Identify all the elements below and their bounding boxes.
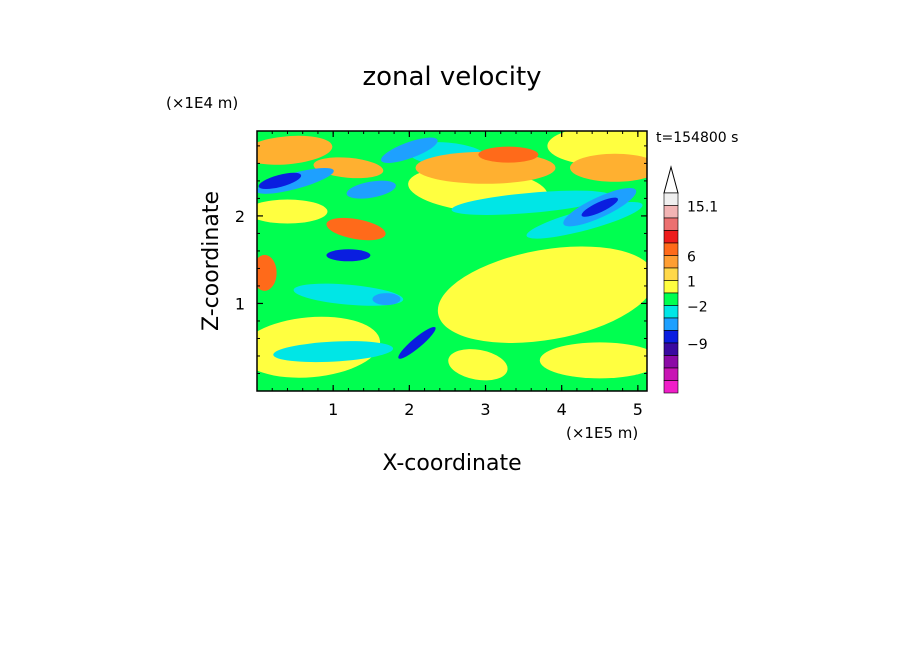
- field-patch: [257, 135, 333, 165]
- field-patch: [448, 349, 508, 381]
- x-axis: 1 2 3 4 5: [271, 131, 643, 419]
- colorbar-swatch: [663, 267, 679, 281]
- field-patch: [273, 341, 394, 363]
- time-label: t=154800 s: [656, 130, 738, 146]
- field-patch: [326, 217, 386, 241]
- field-patch: [381, 137, 438, 163]
- colorbar-label: −2: [687, 300, 708, 316]
- colorbar-label: 1: [687, 275, 696, 291]
- y-axis-title: Z-coordinate: [199, 191, 224, 331]
- plot-frame: [256, 130, 648, 392]
- field-patch: [372, 293, 401, 306]
- colorbar-swatch: [663, 342, 679, 356]
- colorbar: 15.1 6 1 −2 −9: [663, 165, 718, 394]
- colorbar-swatch: [663, 380, 679, 394]
- field-patch: [326, 249, 371, 262]
- x-tick-label: 5: [633, 400, 643, 419]
- x-tick-label: 3: [480, 400, 490, 419]
- colorbar-swatch: [663, 355, 679, 369]
- colorbar-swatch: [663, 205, 679, 219]
- colorbar-swatch: [663, 292, 679, 306]
- colorbar-label: 6: [687, 250, 696, 266]
- field-patch: [570, 153, 647, 182]
- field-patch: [398, 326, 436, 359]
- colorbar-swatch: [663, 317, 679, 331]
- y-tick-label: 2: [235, 207, 245, 226]
- colorbar-swatch: [663, 242, 679, 256]
- colorbar-swatch: [663, 367, 679, 381]
- colorbar-label: −9: [687, 337, 708, 353]
- y-unit-label: (×1E4 m): [166, 94, 238, 112]
- field-patch: [257, 254, 277, 291]
- x-tick-label: 2: [404, 400, 414, 419]
- colorbar-swatch: [663, 192, 679, 206]
- contour-field: [257, 131, 647, 391]
- field-patches: [257, 131, 647, 381]
- colorbar-swatch: [663, 255, 679, 269]
- colorbar-label: 15.1: [687, 200, 718, 216]
- field-patch: [346, 180, 396, 199]
- field-patch: [581, 197, 619, 217]
- field-patch: [478, 146, 539, 163]
- field-patch: [539, 342, 647, 379]
- x-axis-title: X-coordinate: [382, 451, 521, 476]
- field-patch: [437, 246, 647, 343]
- colorbar-swatch: [663, 280, 679, 294]
- y-tick-label: 1: [235, 294, 245, 313]
- x-unit-label: (×1E5 m): [566, 424, 638, 442]
- x-tick-label: 4: [557, 400, 567, 419]
- colorbar-swatch: [663, 330, 679, 344]
- chart-title: zonal velocity: [362, 62, 541, 92]
- x-tick-label: 1: [328, 400, 338, 419]
- field-patch: [258, 172, 302, 190]
- colorbar-extend-arrow: [663, 165, 679, 194]
- colorbar-swatch: [663, 305, 679, 319]
- y-axis: 12: [235, 145, 647, 374]
- colorbar-swatch: [663, 230, 679, 244]
- colorbar-swatch: [663, 217, 679, 231]
- field-patch: [451, 190, 611, 215]
- field-patch: [257, 199, 328, 224]
